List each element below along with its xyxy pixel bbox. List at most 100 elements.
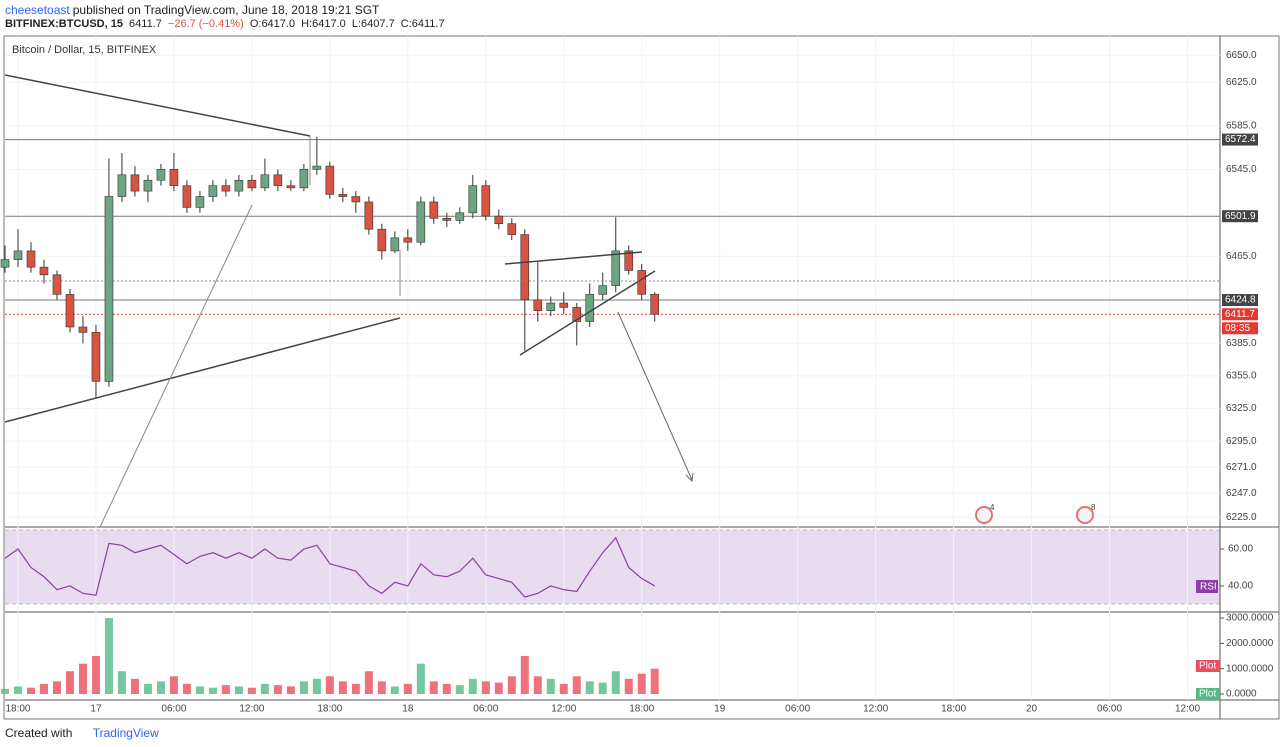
candle-body — [351, 196, 361, 203]
volume-bar — [65, 671, 74, 694]
volume-bar — [104, 618, 113, 694]
candle-body — [325, 165, 335, 195]
candle-body — [0, 259, 10, 268]
last-price-label: 6411.7 — [1225, 309, 1255, 320]
candle-body — [364, 201, 374, 230]
candle-body — [533, 299, 543, 311]
x-tick-label: 18 — [402, 704, 414, 715]
x-tick-label: 12:00 — [551, 704, 576, 715]
x-tick-label: 18:00 — [941, 704, 966, 715]
candle-body — [403, 237, 413, 243]
volume-bar — [455, 685, 464, 694]
triangle-line — [519, 270, 656, 356]
x-tick-label: 17 — [90, 704, 102, 715]
volume-bar — [182, 683, 191, 694]
candle-body — [195, 196, 205, 208]
candle-body — [481, 185, 491, 217]
volume-bar — [637, 673, 646, 694]
volume-bar — [286, 686, 295, 694]
candle-body — [585, 294, 595, 322]
candle-body — [39, 266, 49, 276]
candle-body — [117, 174, 127, 197]
volume-bar — [169, 676, 178, 694]
candle-body — [65, 294, 75, 328]
candle-body — [156, 169, 166, 181]
volume-bar — [208, 687, 217, 694]
candle-body — [624, 250, 634, 271]
marks — [0, 136, 1220, 694]
volume-bar — [117, 671, 126, 694]
candle-body — [182, 185, 192, 208]
candle-body — [611, 250, 621, 286]
volume-bar — [351, 683, 360, 694]
change: −26.7 (−0.41%) — [167, 18, 244, 30]
candle-body — [234, 179, 244, 192]
rsi-line — [4, 536, 656, 598]
candle-body — [390, 237, 400, 252]
volume-bar — [273, 685, 282, 694]
x-tick-label: 20 — [1026, 704, 1038, 715]
ohlc-close: C:6411.7 — [400, 18, 445, 30]
y-tick-label: 6545.0 — [1226, 164, 1257, 175]
brand[interactable]: TradingView — [92, 726, 159, 740]
volume-bar — [585, 681, 594, 694]
countdown-bg — [1222, 322, 1258, 335]
author[interactable]: cheesetoast — [5, 3, 70, 17]
volume-bar — [1, 688, 9, 694]
volume-bar — [312, 678, 321, 694]
price-level-label-bg — [1222, 133, 1258, 146]
plot-label: Plot — [1199, 689, 1216, 700]
rsi-label: RSI — [1200, 582, 1217, 593]
volume-bar — [624, 678, 633, 694]
volume-tick-label: 3000.0000 — [1226, 613, 1274, 624]
candle-body — [130, 174, 140, 192]
x-tick-label: 19 — [714, 704, 726, 715]
volume-bar — [650, 668, 659, 694]
candle-body — [546, 302, 556, 311]
y-tick-label: 6585.0 — [1226, 121, 1257, 132]
event-count: 8 — [1091, 503, 1096, 512]
volume-bar — [429, 681, 438, 694]
candle-body — [299, 169, 309, 189]
candle-body — [104, 196, 114, 382]
volume-bar — [130, 678, 139, 694]
volume-bar — [390, 686, 399, 694]
volume-bar — [156, 681, 165, 694]
price-level-label-bg — [1222, 210, 1258, 223]
volume-bar — [481, 681, 490, 694]
y-tick-label: 6650.0 — [1226, 50, 1257, 61]
chart: Bitcoin / Dollar, 15, BITFINEX 18:00 17 06… — [0, 35, 1280, 720]
candle-body — [507, 223, 517, 235]
volume-bar — [364, 671, 373, 694]
volume-bar — [221, 685, 230, 694]
last: 6411.7 — [129, 18, 162, 30]
candle-body — [247, 179, 257, 189]
x-tick-label: 06:00 — [161, 704, 186, 715]
volume-bar — [572, 676, 581, 694]
trend-line — [99, 204, 253, 528]
candle-body — [273, 174, 283, 186]
volume-bar — [52, 681, 61, 694]
plot-label: Plot — [1199, 661, 1216, 672]
trend-line — [4, 317, 401, 423]
plot-label-bg — [1196, 688, 1220, 700]
candle-body — [221, 185, 231, 192]
arrow-head — [685, 472, 694, 483]
candle-body — [377, 228, 387, 252]
x-tick-label: 12:00 — [863, 704, 888, 715]
candle-body — [416, 201, 426, 243]
rsi-tick-label: 40.00 — [1228, 581, 1253, 592]
volume-bar — [611, 671, 620, 694]
candle-body — [429, 201, 439, 219]
volume-bar — [533, 676, 542, 694]
volume-bar — [234, 686, 243, 694]
candle-body — [26, 250, 36, 268]
price-level-label: 6424.8 — [1225, 295, 1256, 306]
candle-body — [169, 169, 179, 186]
volume-bar — [325, 676, 334, 694]
candle-body — [260, 174, 270, 189]
y-tick-label: 6355.0 — [1226, 371, 1257, 382]
volume-bar — [442, 683, 451, 694]
publish-line: cheesetoast published on TradingView.com,… — [5, 3, 382, 17]
